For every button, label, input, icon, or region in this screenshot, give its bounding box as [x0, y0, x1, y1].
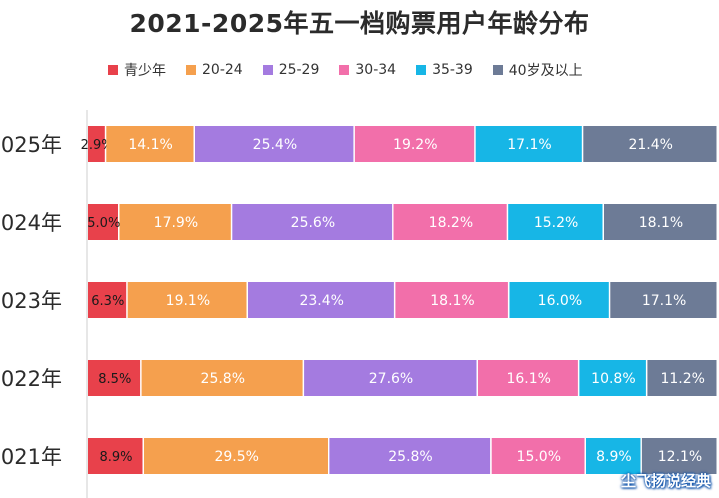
data-label: 5.0%: [87, 216, 120, 231]
bar-segment: [304, 360, 477, 396]
data-label: 14.1%: [128, 137, 172, 153]
bar-segment: [248, 282, 394, 318]
data-label: 15.2%: [534, 215, 578, 231]
chart-title: 2021-2025年五一档购票用户年龄分布: [129, 9, 590, 38]
legend-swatch: [492, 65, 503, 75]
bar-segment: [393, 204, 507, 240]
bar-segment: [354, 126, 475, 162]
legend-item: 30-34: [339, 62, 396, 78]
legend-label: 20-24: [202, 62, 243, 78]
legend: 青少年 20-24 25-29 30-34 35-39 40岁及以上: [108, 60, 583, 80]
data-label: 23.4%: [299, 293, 343, 309]
legend-swatch: [186, 65, 196, 75]
bar-segment: [88, 282, 127, 318]
data-label: 16.0%: [538, 293, 582, 309]
data-label: 8.9%: [99, 450, 132, 465]
bar-segment: [475, 126, 582, 162]
legend-swatch: [339, 65, 350, 75]
data-label: 18.1%: [430, 293, 474, 309]
bar-segment: [88, 360, 141, 396]
bar-segment: [119, 204, 231, 240]
bar-segment: [641, 438, 717, 474]
bar-segment: [141, 360, 303, 396]
bar-segment: [144, 438, 328, 474]
data-label: 8.9%: [596, 449, 632, 465]
data-label: 12.1%: [658, 449, 702, 465]
bar-segment: [610, 282, 717, 318]
data-label: 19.1%: [166, 293, 210, 309]
bar-segment: [88, 438, 143, 474]
legend-swatch: [108, 65, 118, 75]
data-label: 25.6%: [291, 215, 335, 231]
bar-segment: [127, 282, 247, 318]
legend-label: 青少年: [124, 63, 166, 79]
data-label: 17.1%: [642, 293, 686, 309]
data-label: 19.2%: [393, 137, 437, 153]
data-label: 25.8%: [201, 371, 245, 387]
category-label: 2024年: [0, 211, 62, 235]
data-label: 18.1%: [639, 215, 683, 231]
bar-segment: [88, 126, 105, 162]
data-label: 27.6%: [369, 371, 413, 387]
legend-swatch: [416, 65, 427, 75]
category-label: 2025年: [0, 133, 62, 157]
bar-segment: [491, 438, 585, 474]
data-label: 8.5%: [98, 372, 131, 387]
data-label: 29.5%: [214, 449, 258, 465]
bar-segment: [88, 204, 118, 240]
data-label: 21.4%: [628, 137, 672, 153]
legend-item: 25-29: [262, 62, 320, 78]
legend-item: 青少年: [108, 60, 166, 80]
bar-segment: [478, 360, 578, 396]
data-label: 17.9%: [154, 215, 198, 231]
data-label: 2.9%: [81, 138, 114, 153]
bar-segment: [395, 282, 508, 318]
category-label: 2021年: [0, 445, 62, 469]
bar-segment: [106, 126, 194, 162]
bar-segment: [509, 282, 609, 318]
data-label: 17.1%: [507, 137, 551, 153]
category-label: 2022年: [0, 367, 62, 391]
bar-segment: [604, 204, 717, 240]
watermark: 尘飞扬说经典: [620, 472, 711, 490]
data-label: 10.8%: [591, 371, 635, 387]
data-label: 15.0%: [517, 449, 561, 465]
legend-swatch: [262, 65, 273, 75]
bar-segment: [583, 126, 717, 162]
bar-segment: [329, 438, 491, 474]
data-label: 6.3%: [91, 294, 124, 309]
legend-label: 30-34: [355, 62, 397, 78]
legend-label: 35-39: [432, 62, 473, 78]
bar-segment: [586, 438, 641, 474]
legend-label: 40岁及以上: [508, 63, 583, 79]
legend-item: 40岁及以上: [492, 60, 583, 80]
bar-segment: [195, 126, 354, 162]
data-label: 11.2%: [660, 371, 704, 387]
data-label: 25.4%: [253, 137, 297, 153]
bar-segment: [579, 360, 646, 396]
bar-segment: [232, 204, 393, 240]
category-label: 2023年: [0, 289, 62, 313]
legend-label: 25-29: [278, 62, 320, 78]
data-label: 16.1%: [506, 371, 550, 387]
data-label: 18.2%: [429, 215, 473, 231]
bar-segment: [508, 204, 603, 240]
bar-segment: [647, 360, 717, 396]
data-label: 25.8%: [388, 449, 432, 465]
legend-item: 20-24: [186, 62, 243, 78]
legend-item: 35-39: [416, 62, 473, 78]
